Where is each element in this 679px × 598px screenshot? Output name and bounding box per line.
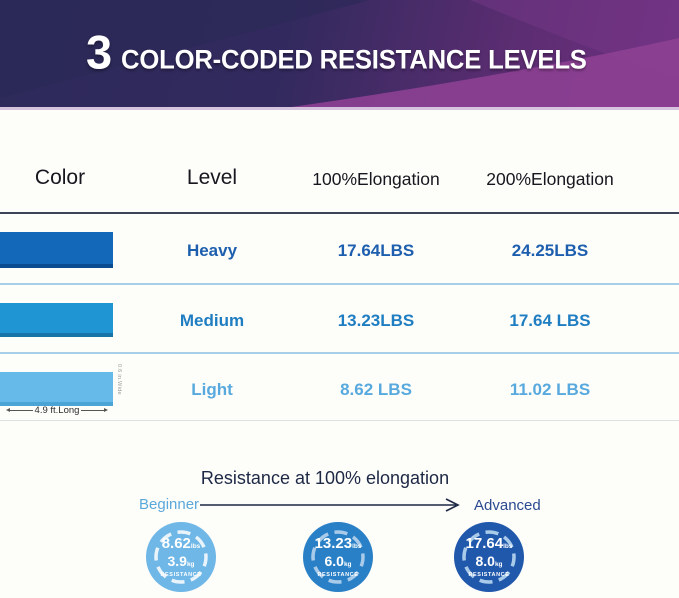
level-label-heavy: Heavy xyxy=(186,241,238,260)
arrow-left-icon xyxy=(6,408,10,412)
title-text: COLOR-CODED RESISTANCE LEVELS xyxy=(121,44,587,75)
badge-dashed-ring-icon xyxy=(154,530,208,584)
band-length-label: 4.9 ft.Long xyxy=(34,404,80,416)
arrow-right-icon xyxy=(104,408,108,412)
title-number: 3 xyxy=(86,25,113,79)
header-banner: 3 COLOR-CODED RESISTANCE LEVELS xyxy=(0,0,679,110)
badge-caption: RESISTANCE xyxy=(317,571,359,578)
heavy-200-elongation-value: 24.25LBS xyxy=(511,241,589,260)
band-swatch-medium xyxy=(0,303,113,337)
badge-kg-value: 6.0kg xyxy=(324,552,352,569)
badge-caption: RESISTANCE xyxy=(160,571,202,578)
badge-kg-value: 8.0kg xyxy=(475,552,503,569)
row-divider xyxy=(0,352,679,354)
badge-lbs-value: 17.64lbs xyxy=(465,535,513,553)
badge-lbs-value: 8.62lbs xyxy=(161,535,201,553)
beginner-to-advanced-arrow-icon xyxy=(200,498,460,512)
column-header-color: Color xyxy=(34,166,86,189)
advanced-label: Advanced xyxy=(474,497,541,514)
row-divider xyxy=(0,420,679,421)
badge-caption: RESISTANCE xyxy=(468,571,510,578)
row-divider xyxy=(0,283,679,285)
level-label-medium: Medium xyxy=(179,311,245,330)
level-label-light: Light xyxy=(191,380,233,399)
light-100-elongation-value: 8.62 LBS xyxy=(340,380,412,399)
badge-dashed-ring-icon xyxy=(311,530,365,584)
scale-title: Resistance at 100% elongation xyxy=(200,468,450,488)
column-header-100-elongation: 100%Elongation xyxy=(312,169,440,189)
badge-dashed-ring-icon xyxy=(462,530,516,584)
medium-100-elongation-value: 13.23LBS xyxy=(337,311,415,330)
band-width-label: 0.6 in.Wide xyxy=(116,364,122,395)
column-header-200-elongation: 200%Elongation xyxy=(486,169,614,189)
resistance-badge-heavy: 17.64lbs 8.0kg RESISTANCE xyxy=(454,522,524,592)
badge-kg-value: 3.9kg xyxy=(167,552,195,569)
beginner-label: Beginner xyxy=(139,496,200,513)
light-200-elongation-value: 11.02 LBS xyxy=(509,380,591,399)
column-header-level: Level xyxy=(186,166,238,189)
page-title: 3 COLOR-CODED RESISTANCE LEVELS xyxy=(86,28,611,75)
resistance-badge-medium: 13.23lbs 6.0kg RESISTANCE xyxy=(303,522,373,592)
resistance-badge-light: 8.62lbs 3.9kg RESISTANCE xyxy=(146,522,216,592)
header-swoosh-graphic xyxy=(0,0,679,107)
medium-200-elongation-value: 17.64 LBS xyxy=(509,311,591,330)
band-length-annotation: 4.9 ft.Long xyxy=(6,403,108,417)
table-header-divider xyxy=(0,212,679,214)
band-swatch-heavy xyxy=(0,232,113,268)
band-swatch-light xyxy=(0,372,113,406)
dimension-line xyxy=(10,409,33,411)
heavy-100-elongation-value: 17.64LBS xyxy=(337,241,415,260)
dimension-line xyxy=(81,409,104,411)
badge-lbs-value: 13.23lbs xyxy=(314,535,362,553)
